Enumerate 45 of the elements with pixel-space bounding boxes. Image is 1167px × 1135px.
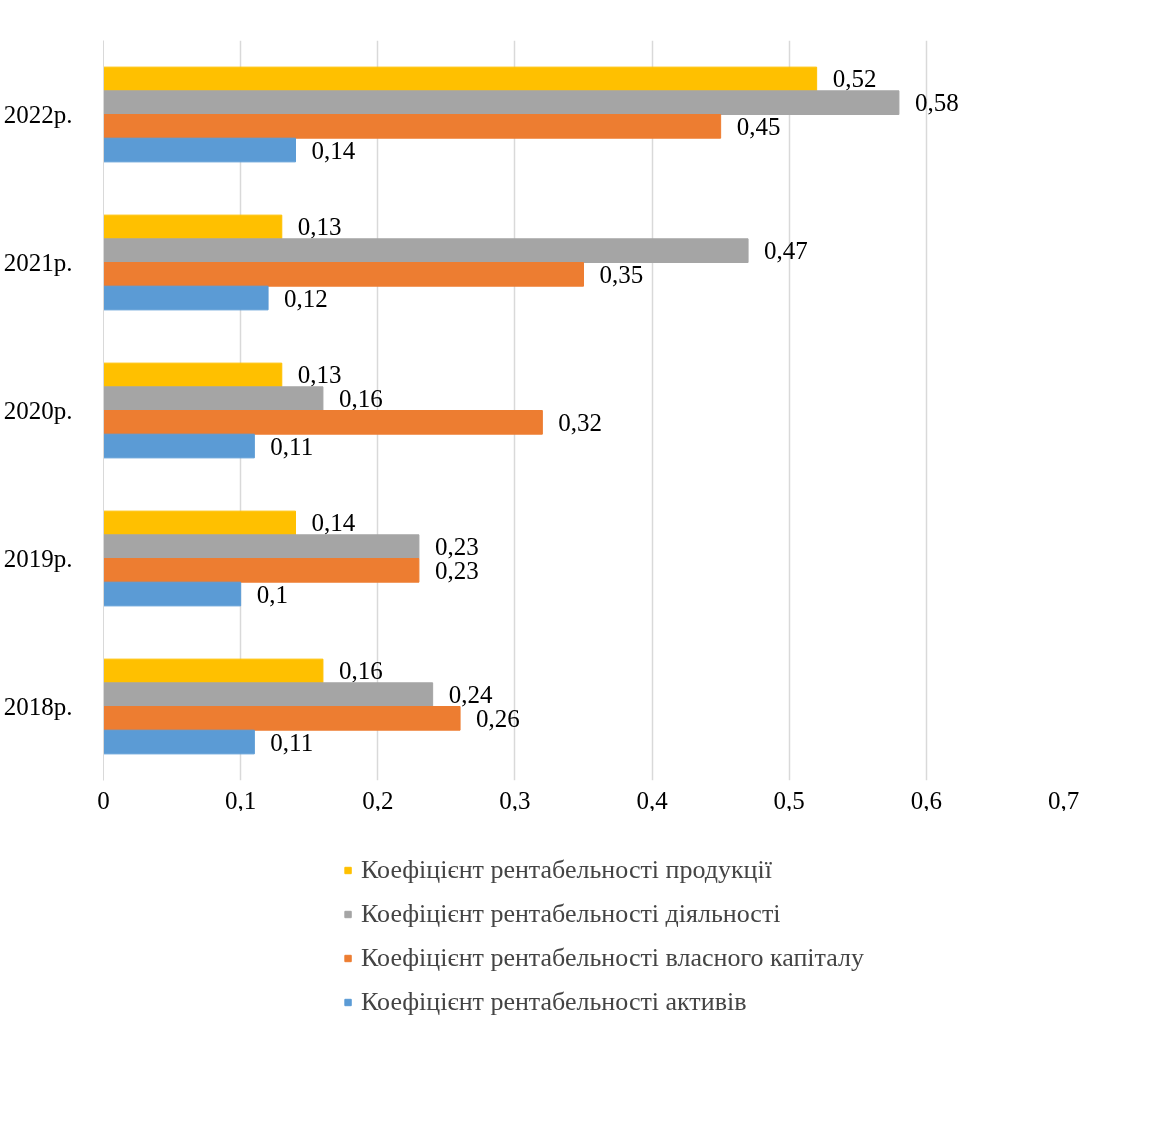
bar — [103, 137, 296, 163]
bar — [103, 90, 900, 115]
legend-label: Коефіцієнт рентабельності діяльності — [361, 899, 781, 929]
bar — [103, 682, 434, 707]
data-label: 0,58 — [914, 89, 959, 117]
bar — [103, 285, 269, 311]
bar — [103, 658, 324, 684]
data-label: 0,14 — [311, 509, 356, 537]
y-tick-label: 2018р. — [3, 693, 73, 720]
bar — [103, 262, 584, 287]
legend-label: Коефіцієнт рентабельності власного капіталу — [361, 943, 864, 973]
bar — [103, 362, 283, 388]
bar — [103, 114, 722, 139]
data-label: 0,35 — [599, 260, 644, 288]
data-label: 0,12 — [284, 284, 328, 312]
bar — [103, 214, 283, 240]
data-label: 0,23 — [434, 533, 479, 561]
bar — [103, 706, 461, 731]
data-label: 0,1 — [256, 580, 288, 608]
data-label: 0,47 — [764, 237, 808, 265]
legend-label: Коефіцієнт рентабельності активів — [361, 987, 747, 1017]
legend-label: Коефіцієнт рентабельності продукції — [361, 855, 772, 885]
bar — [103, 534, 420, 559]
data-label: 0,16 — [338, 657, 383, 685]
bar — [103, 386, 324, 411]
y-tick-label: 2020р. — [3, 397, 73, 424]
bar — [103, 729, 255, 755]
x-tick-label: 0 — [97, 786, 110, 814]
data-label: 0,52 — [832, 65, 877, 93]
bar — [103, 410, 543, 435]
bar — [103, 510, 296, 536]
data-label: 0,11 — [270, 432, 314, 460]
bar — [103, 581, 242, 607]
data-label: 0,14 — [311, 136, 356, 164]
data-label: 0,45 — [736, 112, 781, 140]
bar — [103, 433, 255, 459]
y-tick-label: 2021р. — [3, 249, 73, 276]
y-tick-label: 2022р. — [3, 101, 73, 128]
data-label: 0,11 — [270, 728, 314, 756]
bar — [103, 558, 420, 583]
y-tick-label: 2019р. — [3, 545, 73, 572]
bar — [103, 66, 818, 92]
data-label: 0,13 — [297, 213, 342, 241]
data-label: 0,32 — [558, 408, 603, 436]
bar — [103, 238, 749, 263]
